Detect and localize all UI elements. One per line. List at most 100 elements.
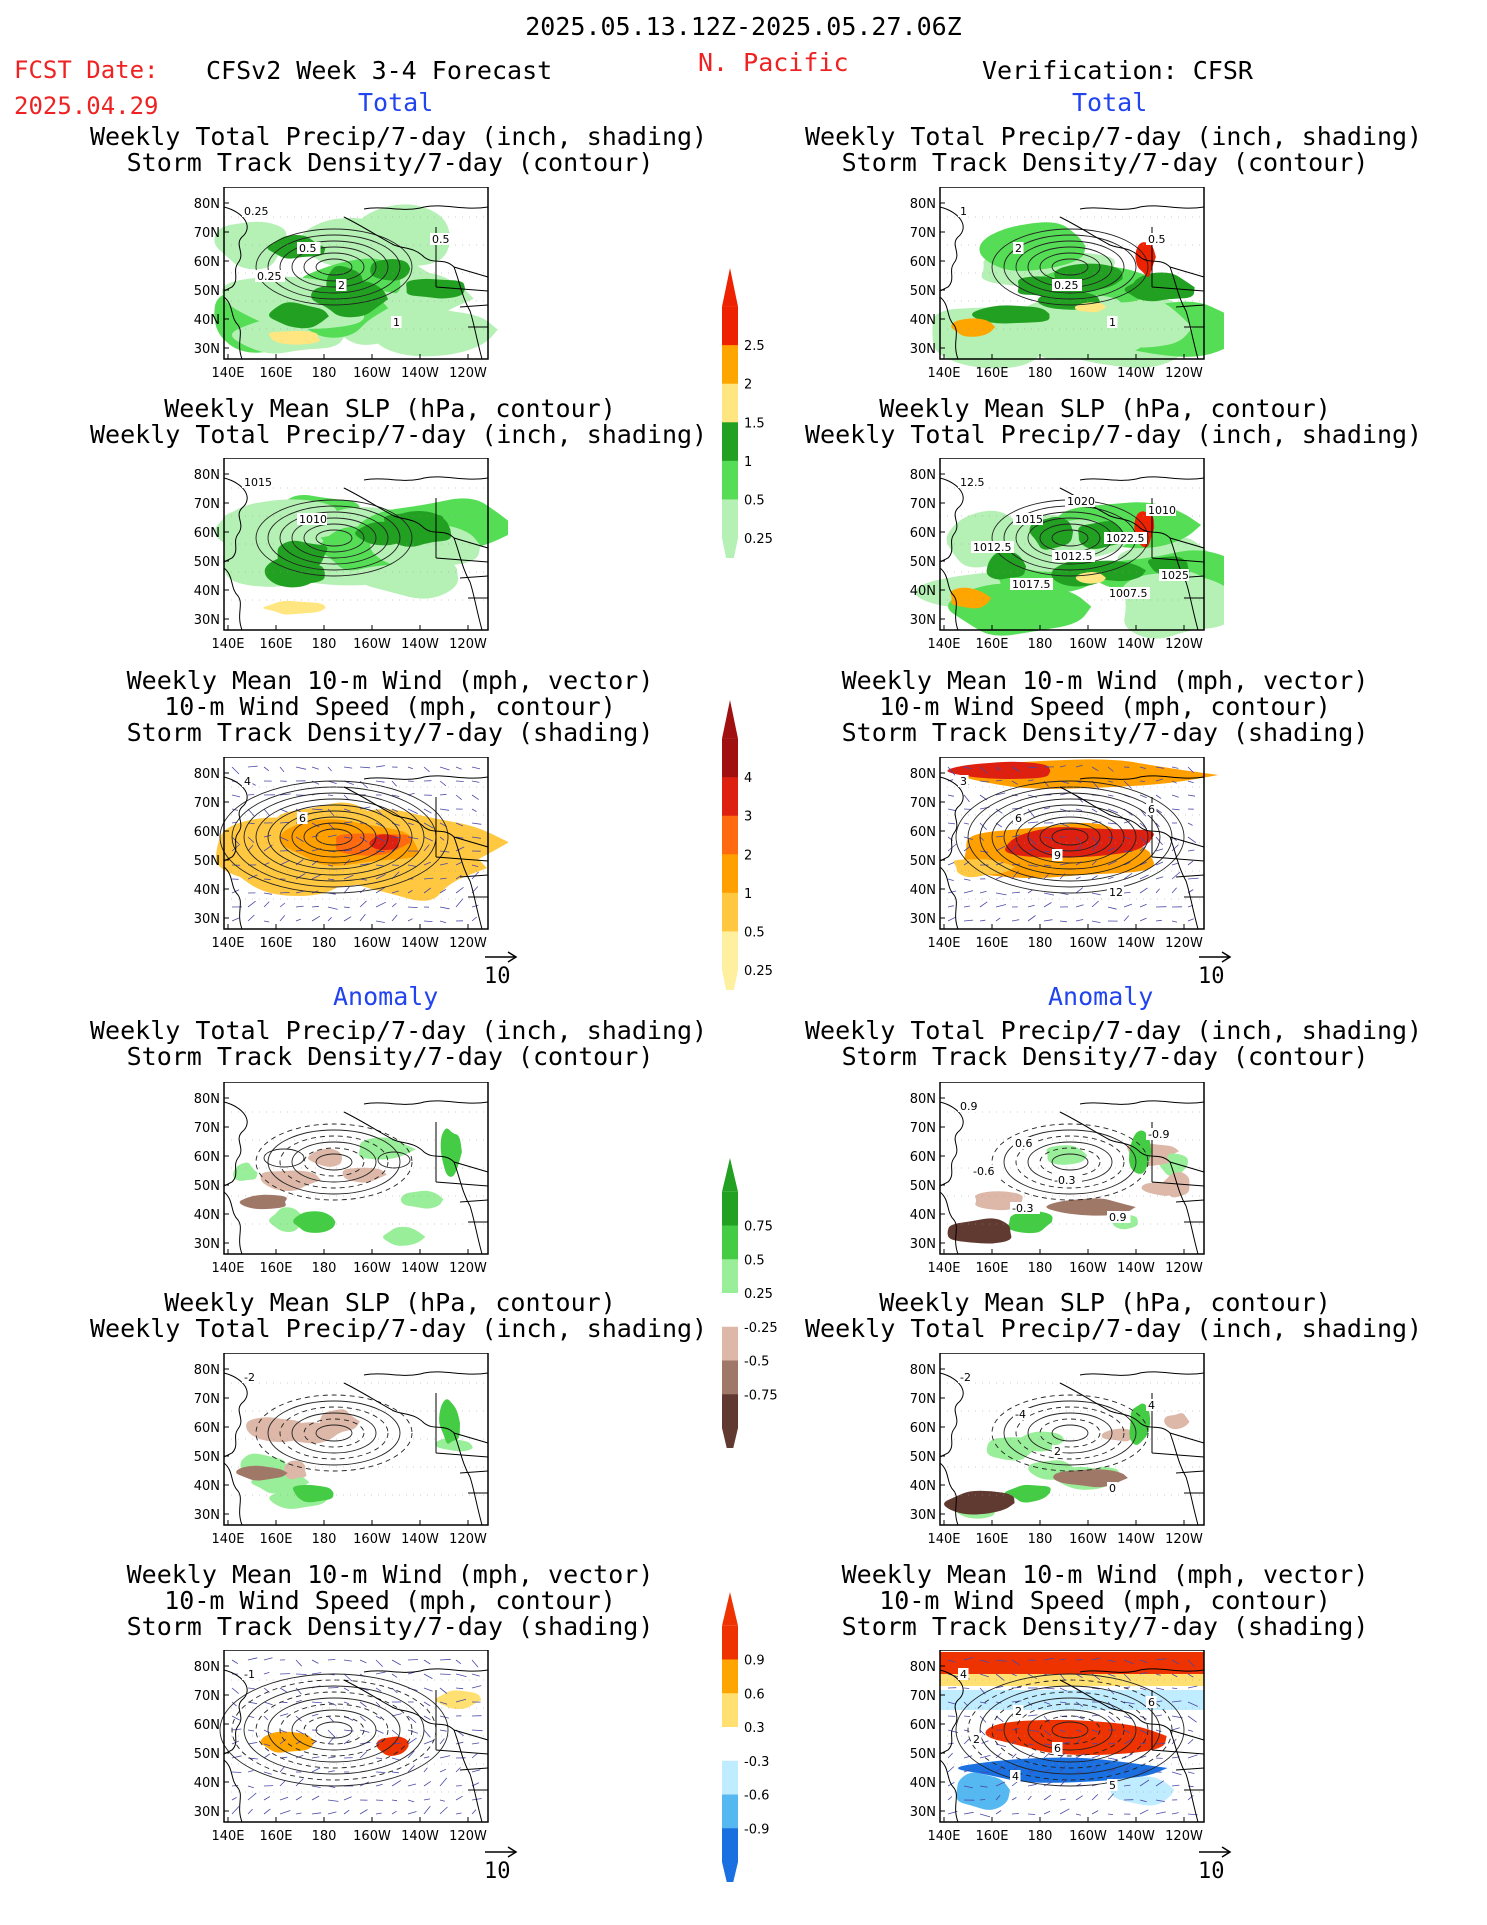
contour-label-bg bbox=[958, 1668, 969, 1680]
colorbar-std-total: 4 3 2 1 0.5 0.25 bbox=[722, 700, 773, 1009]
colorbar-segment bbox=[722, 1293, 738, 1328]
japan-coastline bbox=[223, 1191, 243, 1255]
north-america-coastline bbox=[1169, 266, 1199, 360]
lat-tick-label: 80N bbox=[910, 1363, 936, 1378]
alaska-north-coastline bbox=[363, 1100, 489, 1105]
contour-lines bbox=[255, 228, 413, 306]
lon-tick-label: 180 bbox=[1028, 1532, 1053, 1547]
map-area: 4 6 80N 70N 60N 50N 40N 30N 140E 160E 180 160W 140W 1… bbox=[194, 756, 509, 951]
map-frame bbox=[939, 186, 1205, 360]
lat-tick-label: 40N bbox=[910, 584, 936, 599]
contour-label-bg bbox=[971, 1165, 1001, 1177]
wind-scale-4: 10 bbox=[1198, 1845, 1232, 1884]
contour-label-bg bbox=[297, 513, 327, 525]
contour-label: 6 bbox=[1148, 1696, 1155, 1709]
contour-label: 2 bbox=[1015, 1705, 1022, 1718]
map-frame bbox=[223, 1081, 489, 1255]
colorbar-label: 1 bbox=[744, 455, 752, 470]
lon-tick-label: 140E bbox=[211, 936, 244, 951]
panel-title-line: Weekly Mean SLP (hPa, contour) bbox=[879, 394, 1331, 423]
lon-tick-label: 180 bbox=[312, 637, 337, 652]
contour-label-bg bbox=[1013, 1408, 1030, 1420]
lon-tick-label: 160E bbox=[259, 936, 292, 951]
contour-lines bbox=[255, 1123, 413, 1201]
lon-tick-label: 160E bbox=[975, 637, 1008, 652]
map-svg: 12.5 1015 1012.5 1007.5 1010 1012.5 1017.5 1020… bbox=[910, 457, 1261, 652]
contour-label: 9 bbox=[1054, 849, 1061, 862]
anomaly-shading bbox=[1046, 1145, 1088, 1165]
contour-label: 12 bbox=[1109, 886, 1123, 899]
colorbar-segment bbox=[722, 854, 738, 894]
contour-label-bg bbox=[242, 1371, 259, 1383]
asia-coastline bbox=[223, 1372, 248, 1458]
alaska-north-coastline bbox=[1079, 775, 1205, 780]
contour-label: 1012.5 bbox=[973, 541, 1012, 554]
alaska-north-coastline bbox=[363, 476, 489, 481]
anomaly-shading bbox=[1164, 1413, 1190, 1430]
map-frame bbox=[223, 1649, 489, 1823]
map-frame bbox=[939, 756, 1205, 930]
north-america-coastline bbox=[453, 836, 483, 930]
panel-title-line: Weekly Total Precip/7-day (inch, shading… bbox=[805, 1016, 1423, 1045]
contour-label-bg bbox=[1065, 495, 1095, 507]
contour-label-bg bbox=[1107, 316, 1118, 328]
lon-tick-label: 160E bbox=[259, 1261, 292, 1276]
contour-label-bg bbox=[1107, 1482, 1118, 1494]
contour-label-bg bbox=[958, 476, 988, 488]
lat-tick-label: 60N bbox=[910, 526, 936, 541]
colorbar-segment bbox=[722, 1360, 738, 1395]
contour-label: 1010 bbox=[1148, 504, 1176, 517]
map-svg: 4 2 6 5 6 2 4 80N 70N 60N 50N 40N 30N 140E 160E 180 160W… bbox=[910, 1649, 1205, 1844]
map-svg: 0.9 0.6 -0.3 0.9 -0.9 -0.6 -0.3 80N 70N 60N 50N 40N… bbox=[910, 1081, 1205, 1276]
colorbar-top-arrow bbox=[722, 1592, 738, 1626]
lat-tick-label: 50N bbox=[910, 284, 936, 299]
asia-coastline bbox=[223, 1101, 248, 1187]
colorbar-bottom-arrow bbox=[722, 1862, 738, 1896]
precip-shading bbox=[972, 305, 1050, 324]
contour-lines bbox=[255, 1394, 413, 1472]
precip-shading bbox=[268, 330, 320, 345]
lon-tick-label: 180 bbox=[312, 1261, 337, 1276]
aleutian-alaska-coastline bbox=[1059, 1111, 1205, 1173]
colorbar-segment bbox=[722, 1326, 738, 1361]
map-area: -2 -4 2 0 4 80N 70N 60N 50N 40N 30N 140E 160E 180 160W… bbox=[910, 1352, 1205, 1547]
colorbar-bottom-arrow bbox=[722, 970, 738, 1009]
contour-lines bbox=[255, 499, 413, 577]
map-panel-t-p3-r: 3 6 9 12 6 80N 70N 60N 50N 40N 30N 140E 160E 180 160W 1… bbox=[900, 756, 1224, 959]
lon-tick-label: 140E bbox=[927, 1829, 960, 1844]
anomaly-shading bbox=[435, 1438, 473, 1452]
lon-tick-label: 160W bbox=[1069, 1829, 1107, 1844]
lon-tick-label: 120W bbox=[1165, 637, 1203, 652]
panel-title-line: Weekly Mean 10-m Wind (mph, vector) bbox=[841, 1560, 1369, 1589]
anomaly-shading bbox=[260, 1731, 316, 1753]
colorbar-segment bbox=[722, 345, 738, 385]
colorbar-label: -0.3 bbox=[744, 1755, 769, 1770]
region-title: N. Pacific bbox=[698, 48, 849, 77]
panel-title-line: Weekly Total Precip/7-day (inch, shading… bbox=[90, 1314, 708, 1343]
map-panel-a-p1-r: 0.9 0.6 -0.3 0.9 -0.9 -0.6 -0.3 80N 70N 60N 50N 40N… bbox=[900, 1081, 1224, 1284]
lon-tick-label: 120W bbox=[449, 1829, 487, 1844]
japan-coastline bbox=[939, 296, 959, 360]
contour-label: 4 bbox=[244, 775, 251, 788]
lon-tick-label: 160W bbox=[1069, 1532, 1107, 1547]
lat-tick-label: 60N bbox=[910, 255, 936, 270]
contour-label: 0.9 bbox=[960, 1100, 978, 1113]
precip-shading bbox=[1075, 572, 1106, 584]
asia-coastline bbox=[939, 1101, 964, 1187]
lat-tick-label: 30N bbox=[910, 912, 936, 927]
colorbar-segment bbox=[722, 777, 738, 817]
alaska-north-coastline bbox=[1079, 205, 1205, 210]
lat-tick-label: 60N bbox=[194, 1421, 220, 1436]
lon-tick-label: 140W bbox=[1117, 1532, 1155, 1547]
panel-title-line: Weekly Mean 10-m Wind (mph, vector) bbox=[126, 1560, 654, 1589]
contour-label: 1 bbox=[960, 205, 967, 218]
contour-label: 0.25 bbox=[257, 270, 282, 283]
map-area: 1 2 0.25 1 0.5 80N 70N 60N 50N 40N 30N 140E 160E 180 1… bbox=[910, 186, 1256, 381]
anomaly-shading bbox=[376, 1736, 409, 1756]
lon-tick-label: 140W bbox=[1117, 936, 1155, 951]
lon-tick-label: 180 bbox=[312, 1532, 337, 1547]
contour-label: 6 bbox=[1148, 803, 1155, 816]
lon-tick-label: 140W bbox=[401, 366, 439, 381]
lon-tick-label: 140E bbox=[927, 637, 960, 652]
lon-tick-label: 180 bbox=[312, 366, 337, 381]
